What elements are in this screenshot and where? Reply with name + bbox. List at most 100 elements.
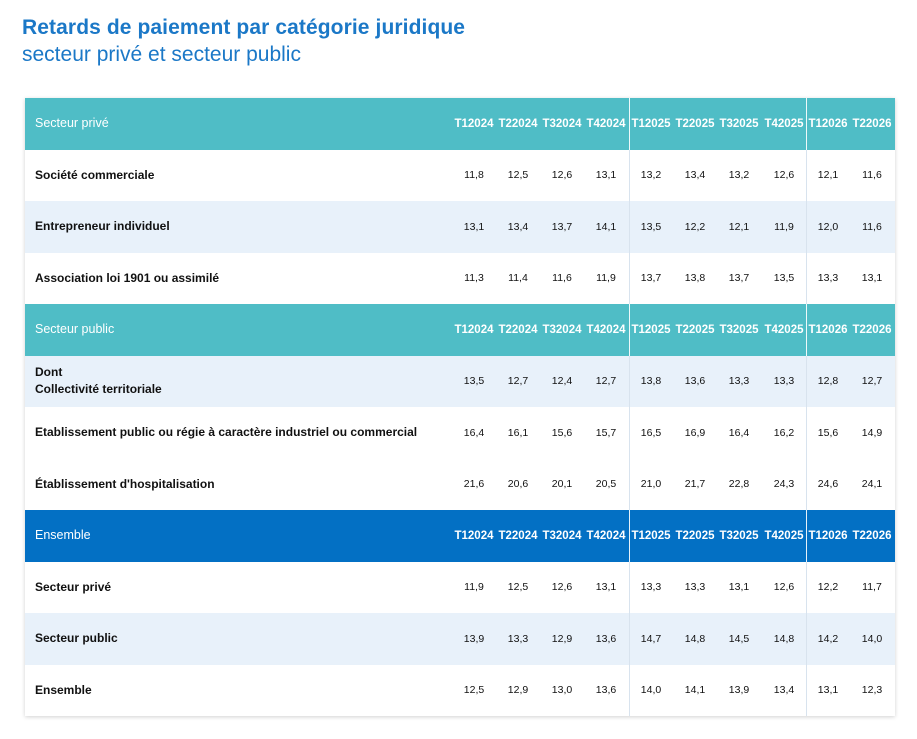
section-header: Ensemble T1 2024 T2 2024 T3 2024 T4 2024 T1 2025 T2… [25, 510, 895, 562]
table-cell: 13,3 [640, 581, 662, 594]
group-separator [806, 149, 807, 201]
table-cell: 13,1 [728, 581, 750, 594]
table-cell: 15,6 [551, 426, 573, 439]
table-cell: 13,3 [684, 581, 706, 594]
table-cell: 11,9 [596, 272, 616, 285]
column-quarter: T4 [586, 323, 600, 336]
table-cell: 13,8 [640, 375, 662, 388]
column-header: T4 2025 [762, 98, 806, 150]
column-quarter: T4 [586, 529, 600, 542]
table-cell: 12,5 [507, 581, 529, 594]
row-label: Association loi 1901 ou assimilé [35, 270, 220, 285]
table-cell: 14,9 [861, 426, 883, 439]
column-quarter: T2 [852, 323, 866, 336]
column-header: T3 2024 [540, 510, 584, 562]
table-row: Société commerciale 11,8 12,5 12,6 13,1 13,2 1… [25, 149, 895, 201]
section-title: Secteur privé [35, 116, 109, 131]
column-header: T2 2024 [496, 304, 540, 356]
table-cell: 13,3 [773, 375, 795, 388]
table-cell: 13,3 [728, 375, 750, 388]
table-cell: 14,8 [684, 632, 706, 645]
table-cell: 12,7 [507, 375, 529, 388]
row-label: Établissement d'hospitalisation [35, 476, 215, 491]
column-quarter: T1 [454, 117, 468, 130]
column-quarter: T3 [542, 529, 556, 542]
section-header: Secteur public T1 2024 T2 2024 T3 2024 T4 2024 T1… [25, 304, 895, 356]
group-separator [629, 355, 630, 407]
group-separator [629, 201, 630, 253]
row-label: Entrepreneur individuel [35, 219, 170, 234]
table-cell: 11,4 [508, 272, 528, 285]
table-cell: 13,9 [728, 684, 750, 697]
table-cell: 12,2 [817, 581, 839, 594]
group-separator [806, 561, 807, 613]
column-header: T4 2024 [584, 510, 628, 562]
column-quarter: T1 [808, 529, 822, 542]
column-year: 2026 [865, 529, 892, 542]
column-header: T1 2024 [452, 510, 496, 562]
group-separator [806, 355, 807, 407]
table-cell: 14,1 [684, 684, 706, 697]
column-year: 2025 [732, 323, 759, 336]
column-quarter: T1 [454, 323, 468, 336]
column-header: T1 2024 [452, 98, 496, 150]
column-year: 2024 [511, 323, 538, 336]
table-cell: 13,7 [728, 272, 750, 285]
column-quarter: T1 [808, 323, 822, 336]
column-year: 2025 [732, 117, 759, 130]
column-header: T2 2025 [673, 510, 717, 562]
table-cell: 14,5 [728, 632, 750, 645]
table-cell: 12,3 [861, 684, 883, 697]
table-cell: 13,2 [640, 169, 662, 182]
table-cell: 12,7 [595, 375, 617, 388]
table-row: Ensemble 12,5 12,9 13,0 13,6 14,0 14,1 13,9 13,4… [25, 664, 895, 716]
column-quarter: T2 [675, 323, 689, 336]
group-separator [629, 664, 630, 716]
table-cell: 11,3 [464, 272, 484, 285]
column-quarter: T1 [631, 323, 645, 336]
column-header: T3 2024 [540, 304, 584, 356]
table-cell: 11,6 [862, 220, 882, 233]
group-separator [629, 510, 630, 562]
column-header: T4 2024 [584, 98, 628, 150]
column-year: 2025 [777, 529, 804, 542]
column-year: 2025 [777, 117, 804, 130]
column-quarter: T4 [586, 117, 600, 130]
column-header: T2 2026 [850, 510, 894, 562]
table-cell: 12,6 [551, 581, 573, 594]
column-year: 2025 [777, 323, 804, 336]
table-cell: 12,0 [817, 220, 839, 233]
table-cell: 24,1 [861, 478, 883, 491]
column-quarter: T3 [719, 323, 733, 336]
group-separator [806, 613, 807, 665]
table-cell: 24,6 [817, 478, 839, 491]
section-title: Secteur public [35, 322, 115, 337]
column-year: 2024 [599, 323, 626, 336]
table-cell: 13,5 [640, 220, 662, 233]
column-header: T2 2024 [496, 510, 540, 562]
table-cell: 12,4 [551, 375, 573, 388]
table-row: Association loi 1901 ou assimilé 11,3 11,4… [25, 252, 895, 304]
table-cell: 13,2 [728, 169, 750, 182]
table-cell: 13,1 [861, 272, 883, 285]
table-row: Secteur public 13,9 13,3 12,9 13,6 14,7 14,8 14… [25, 613, 895, 665]
table-cell: 13,1 [463, 220, 485, 233]
column-quarter: T3 [719, 117, 733, 130]
column-header: T3 2024 [540, 98, 584, 150]
column-quarter: T2 [498, 323, 512, 336]
table-row: Dont Collectivité territoriale 13,5 12,7 12… [25, 355, 895, 407]
table-cell: 20,5 [595, 478, 617, 491]
column-quarter: T2 [675, 117, 689, 130]
column-year: 2026 [821, 117, 848, 130]
table-cell: 20,1 [551, 478, 573, 491]
table-cell: 12,9 [507, 684, 529, 697]
table-cell: 14,2 [817, 632, 839, 645]
table-cell: 12,5 [507, 169, 529, 182]
column-year: 2024 [555, 323, 582, 336]
table-cell: 16,4 [463, 426, 485, 439]
column-quarter: T2 [498, 117, 512, 130]
group-separator [806, 201, 807, 253]
column-year: 2026 [821, 323, 848, 336]
group-separator [629, 98, 630, 150]
table-cell: 12,2 [684, 220, 706, 233]
